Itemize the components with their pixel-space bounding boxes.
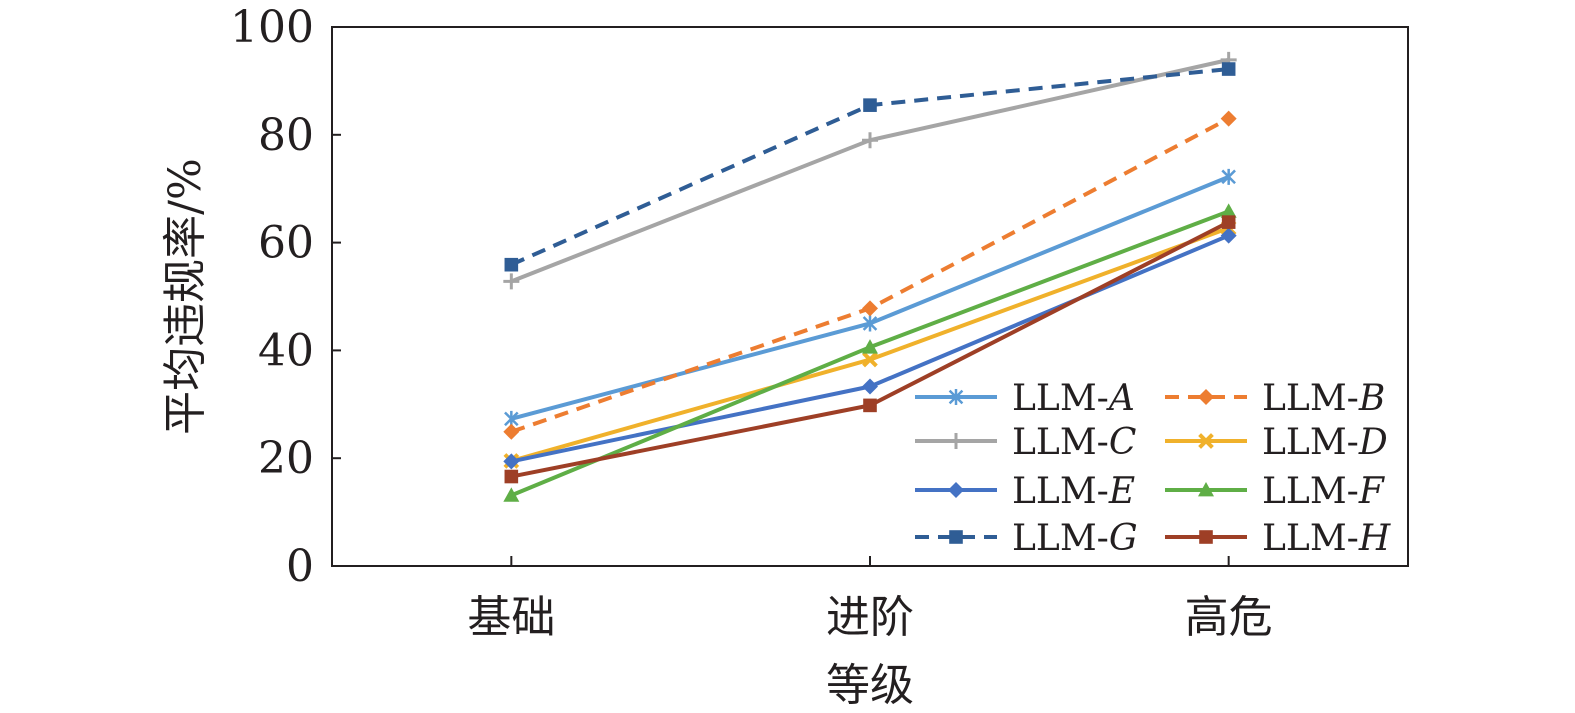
series-h bbox=[504, 215, 1236, 484]
legend-label: LLM-A bbox=[1012, 378, 1135, 419]
y-tick-label: 80 bbox=[258, 110, 314, 161]
legend-label: LLM-F bbox=[1262, 471, 1386, 512]
legend-label: LLM-B bbox=[1262, 378, 1385, 419]
series-marker bbox=[1220, 110, 1237, 127]
x-tick-label: 高危 bbox=[1185, 592, 1273, 643]
y-tick-label: 40 bbox=[258, 325, 314, 376]
series-marker bbox=[504, 257, 519, 272]
legend-label: LLM-E bbox=[1012, 471, 1135, 512]
y-tick-label: 0 bbox=[286, 541, 314, 592]
series-marker bbox=[862, 378, 878, 395]
legend-item: LLM-C bbox=[915, 422, 1136, 463]
series-marker bbox=[948, 482, 964, 498]
y-tick-label: 20 bbox=[258, 433, 314, 484]
series-b bbox=[503, 110, 1237, 440]
series-marker bbox=[503, 487, 520, 502]
series-marker bbox=[1198, 482, 1214, 497]
y-axis: 0 20 40 60 80 100 bbox=[230, 2, 341, 592]
series-marker bbox=[862, 132, 878, 149]
series-marker bbox=[1198, 433, 1214, 449]
series-marker bbox=[1221, 168, 1236, 185]
legend: LLM-A LLM-B LLM-C LLM-D LLM-E LLM-F LLM-G LLM-H bbox=[915, 378, 1391, 559]
series-g bbox=[504, 62, 1236, 272]
series-marker bbox=[1221, 62, 1236, 76]
legend-label: LLM-H bbox=[1262, 518, 1391, 559]
x-tick-label: 进阶 bbox=[826, 592, 914, 643]
y-axis-title: 平均违规率/% bbox=[160, 158, 211, 435]
series-marker bbox=[948, 389, 964, 405]
series-a bbox=[504, 168, 1236, 427]
legend-label: LLM-D bbox=[1262, 422, 1388, 463]
series-marker bbox=[863, 398, 877, 413]
legend-label: LLM-C bbox=[1012, 422, 1136, 463]
x-axis-title: 等级 bbox=[826, 660, 914, 711]
series-marker bbox=[503, 423, 520, 440]
series-marker bbox=[862, 300, 878, 317]
legend-item: LLM-H bbox=[1165, 518, 1391, 559]
legend-label: LLM-G bbox=[1012, 518, 1138, 559]
legend-item: LLM-D bbox=[1165, 422, 1388, 463]
series-f bbox=[503, 203, 1237, 502]
series-e bbox=[503, 227, 1237, 470]
series-marker bbox=[503, 453, 520, 470]
series-marker bbox=[862, 351, 878, 368]
series-marker bbox=[1220, 227, 1237, 244]
series-marker bbox=[862, 339, 878, 354]
series-marker bbox=[1220, 203, 1237, 218]
series-marker bbox=[1199, 530, 1213, 544]
y-tick-label: 60 bbox=[258, 218, 314, 269]
series-marker bbox=[948, 433, 964, 449]
x-tick-label: 基础 bbox=[467, 592, 555, 643]
series-marker bbox=[503, 273, 520, 290]
legend-item: LLM-E bbox=[915, 471, 1135, 512]
legend-item: LLM-G bbox=[915, 518, 1138, 559]
series-line bbox=[510, 57, 1230, 284]
x-axis: 基础 进阶 高危 bbox=[467, 556, 1273, 643]
legend-item: LLM-A bbox=[915, 378, 1135, 419]
series-layer bbox=[503, 51, 1237, 502]
series-marker bbox=[863, 98, 877, 112]
series-c bbox=[503, 51, 1237, 290]
legend-item: LLM-F bbox=[1165, 471, 1386, 512]
series-marker bbox=[504, 469, 519, 484]
series-marker bbox=[862, 315, 878, 332]
legend-item: LLM-B bbox=[1165, 378, 1385, 419]
y-tick-label: 100 bbox=[230, 2, 314, 53]
series-marker bbox=[949, 530, 963, 544]
series-marker bbox=[1198, 389, 1214, 405]
series-marker bbox=[1221, 215, 1236, 229]
